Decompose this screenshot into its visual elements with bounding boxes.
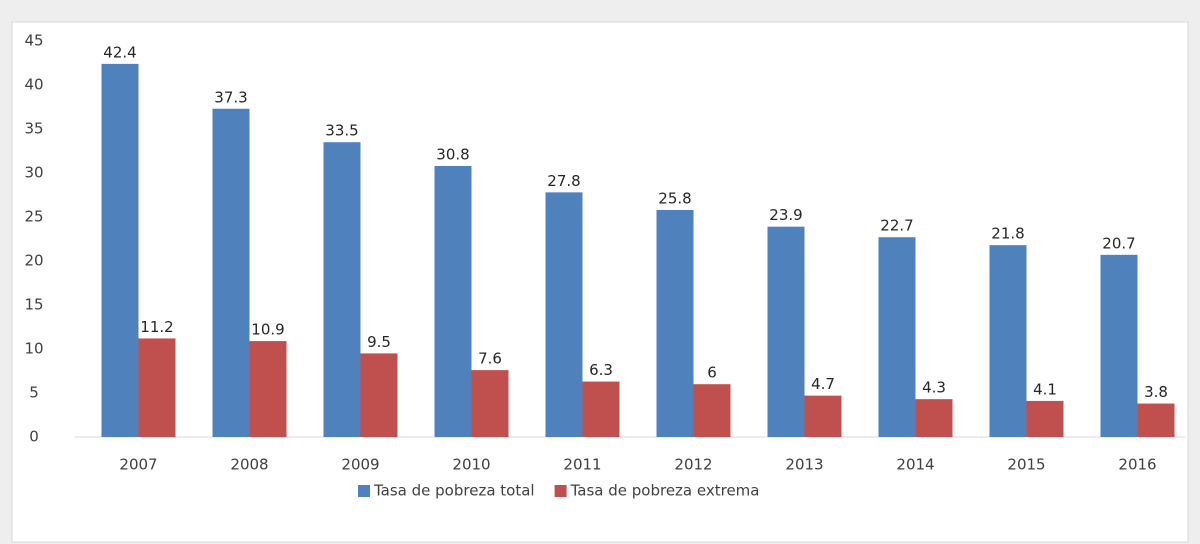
bar <box>915 399 953 437</box>
data-label: 30.8 <box>436 145 469 163</box>
data-label: 3.8 <box>1144 383 1168 401</box>
y-tick-label: 15 <box>24 296 43 314</box>
data-label: 11.2 <box>140 318 173 336</box>
y-tick-label: 0 <box>29 428 39 446</box>
y-tick-label: 30 <box>24 164 43 182</box>
data-label: 33.5 <box>325 122 358 140</box>
data-label: 9.5 <box>367 333 391 351</box>
x-tick-label: 2015 <box>1007 456 1045 474</box>
bar <box>767 226 805 437</box>
bar <box>989 245 1027 437</box>
bar <box>1100 254 1138 437</box>
bar <box>138 338 176 437</box>
y-tick-label: 25 <box>24 208 43 226</box>
data-label: 4.3 <box>922 379 946 397</box>
y-tick-label: 40 <box>24 76 43 94</box>
data-label: 25.8 <box>658 189 691 207</box>
x-tick-label: 2007 <box>119 456 157 474</box>
x-tick-label: 2010 <box>452 456 490 474</box>
data-label: 20.7 <box>1102 234 1135 252</box>
bar <box>323 142 361 437</box>
bar <box>656 209 694 437</box>
x-tick-label: 2009 <box>341 456 379 474</box>
legend-label: Tasa de pobreza extrema <box>570 482 760 500</box>
data-label: 10.9 <box>251 321 284 339</box>
x-tick-label: 2016 <box>1118 456 1156 474</box>
bar <box>1137 403 1175 437</box>
x-tick-label: 2014 <box>896 456 934 474</box>
bar <box>101 63 139 437</box>
legend-swatch <box>358 485 370 497</box>
bar <box>545 192 583 437</box>
x-tick-label: 2008 <box>230 456 268 474</box>
x-tick-label: 2011 <box>563 456 601 474</box>
bar <box>582 381 620 437</box>
data-label: 4.7 <box>811 375 835 393</box>
bar <box>212 108 250 437</box>
legend-swatch <box>554 485 567 497</box>
y-tick-label: 5 <box>29 384 39 402</box>
bar <box>360 353 398 437</box>
legend-label: Tasa de pobreza total <box>373 482 535 500</box>
y-tick-label: 45 <box>24 32 43 50</box>
bar <box>249 341 287 437</box>
x-tick-label: 2013 <box>785 456 823 474</box>
data-label: 22.7 <box>880 217 913 235</box>
data-label: 23.9 <box>769 206 802 224</box>
data-label: 37.3 <box>214 88 247 106</box>
x-tick-label: 2012 <box>674 456 712 474</box>
data-label: 7.6 <box>478 350 502 368</box>
y-tick-label: 10 <box>24 340 43 358</box>
bar <box>434 165 472 437</box>
bar <box>693 384 731 437</box>
data-label: 21.8 <box>991 225 1024 243</box>
y-tick-label: 35 <box>24 120 43 138</box>
data-label: 42.4 <box>103 43 136 61</box>
data-label: 6.3 <box>589 361 613 379</box>
bar <box>471 370 509 437</box>
data-label: 6 <box>707 364 717 382</box>
bar <box>804 395 842 437</box>
bar <box>1026 400 1064 437</box>
data-label: 4.1 <box>1033 380 1057 398</box>
data-label: 27.8 <box>547 172 580 190</box>
bar <box>878 237 916 437</box>
y-tick-label: 20 <box>24 252 43 270</box>
